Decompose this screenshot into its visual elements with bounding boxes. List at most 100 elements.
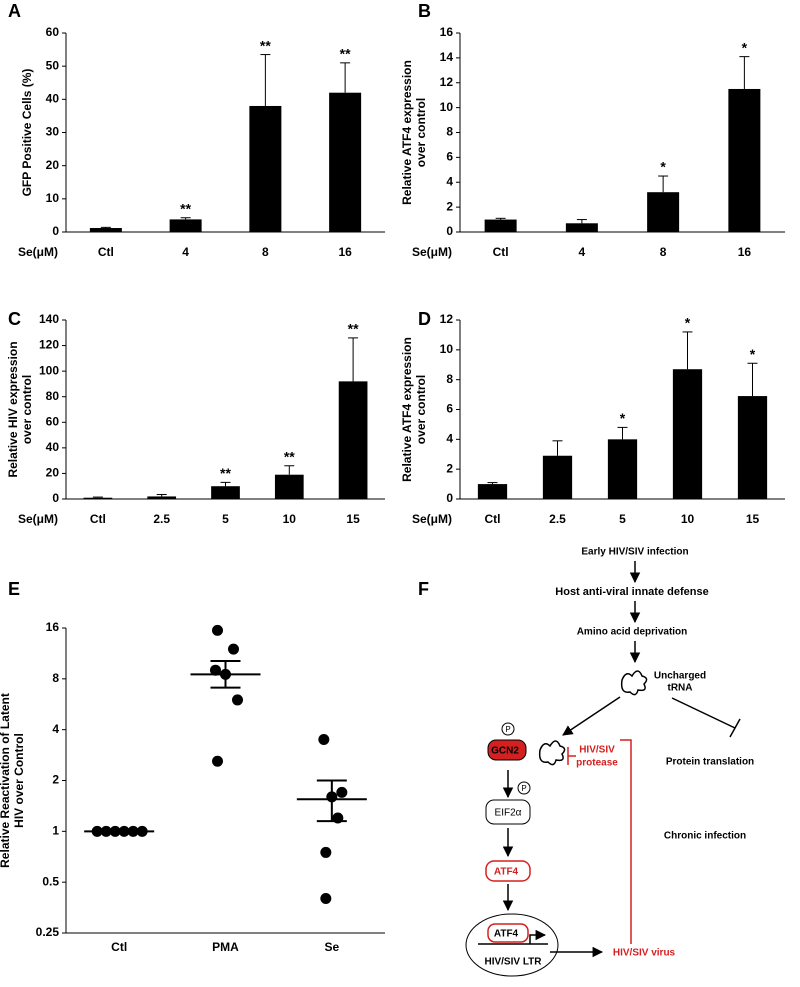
y-tick-label: 20	[46, 158, 60, 172]
atf4-shape	[485, 860, 531, 882]
y-tick-label: 8	[446, 372, 453, 386]
pathway-diagram: F Early HIV/SIV infection Host anti-vira…	[418, 547, 754, 977]
data-point	[320, 846, 332, 858]
data-point	[118, 825, 130, 837]
y-tick-label: 10	[46, 191, 60, 205]
y-axis-label: Relative Reactivation of Latent	[0, 693, 12, 868]
label-backdrop	[606, 944, 682, 960]
node-text: P	[505, 725, 510, 734]
y-tick-label: 16	[440, 25, 454, 39]
bar	[672, 369, 703, 499]
x-tick-label: Ctl	[485, 512, 501, 526]
phospho-circle	[517, 781, 531, 795]
data-point	[212, 755, 223, 767]
y-tick-label: 16	[46, 620, 60, 634]
y-tick-label: 14	[440, 50, 454, 64]
x-tick-label: 2.5	[153, 512, 170, 526]
data-point	[109, 825, 121, 837]
panel-label: E	[8, 579, 20, 599]
bar	[211, 486, 240, 499]
bar	[329, 92, 362, 232]
y-tick-label: 4	[446, 174, 453, 188]
y-tick-label: 0	[446, 224, 453, 238]
y-axis-label: HIV over Control	[12, 733, 26, 828]
x-tick-label: 15	[746, 512, 760, 526]
panel-label: B	[418, 1, 431, 21]
panel-label: F	[418, 579, 429, 599]
inhibit-line	[671, 697, 736, 729]
data-point	[210, 664, 221, 676]
x-tick-label: 2.5	[549, 512, 566, 526]
y-tick-label: 30	[46, 125, 60, 139]
x-tick-label: 4	[182, 245, 189, 259]
significance-label: *	[750, 346, 756, 362]
bar	[647, 192, 680, 232]
y-tick-label: 8	[446, 125, 453, 139]
x-tick-label: 15	[346, 512, 360, 526]
node-text: ATF4	[494, 867, 519, 878]
y-tick-label: 4	[446, 432, 453, 446]
bar	[477, 484, 508, 499]
y-tick-label: 60	[46, 25, 60, 39]
significance-label: *	[660, 159, 666, 175]
x-axis-label: Se(μM)	[412, 512, 452, 526]
data-point	[228, 643, 239, 655]
y-tick-label: 6	[446, 150, 453, 164]
bar	[338, 381, 368, 499]
y-tick-label: 6	[446, 402, 453, 416]
x-tick-label: Ctl	[493, 245, 509, 259]
node-text: Amino acid deprivation	[577, 627, 688, 638]
node-text: Protein translation	[666, 757, 754, 768]
bar	[169, 219, 202, 232]
x-tick-label: 16	[738, 245, 752, 259]
promoter-arrow	[529, 929, 547, 944]
x-tick-label: Ctl	[111, 940, 127, 954]
eif2a-shape	[485, 799, 531, 825]
y-tick-label: 10	[440, 100, 454, 114]
y-tick-label: 50	[46, 58, 60, 72]
x-axis-label: Se(μM)	[412, 245, 452, 259]
node-text: HIV/SIV virus	[613, 948, 676, 959]
arrow	[562, 696, 621, 736]
gcn2-shape	[487, 739, 527, 761]
x-tick-label: 8	[262, 245, 269, 259]
data-point	[91, 825, 103, 837]
significance-label: **	[260, 37, 271, 53]
trna-icon	[620, 670, 648, 696]
trna-icon	[538, 740, 566, 766]
x-tick-label: 16	[338, 245, 352, 259]
y-tick-label: 140	[39, 312, 59, 326]
y-axis-label: Relative HIV expression	[6, 341, 20, 477]
y-tick-label: 20	[46, 466, 60, 480]
significance-label: *	[685, 315, 691, 331]
bar	[249, 105, 282, 232]
x-tick-label: 8	[660, 245, 667, 259]
data-point	[127, 825, 139, 837]
atf4-shape	[487, 923, 529, 943]
bar	[565, 223, 598, 232]
y-tick-label: 0	[52, 224, 59, 238]
y-axis-label: over control	[414, 98, 428, 167]
bar	[737, 396, 768, 499]
y-tick-label: 1	[52, 824, 59, 838]
x-tick-label: Ctl	[90, 512, 106, 526]
y-tick-label: 2	[52, 773, 59, 787]
node-text: Early HIV/SIV infection	[581, 547, 688, 558]
y-tick-label: 2	[446, 199, 453, 213]
significance-label: **	[180, 200, 191, 216]
x-tick-label: 5	[619, 512, 626, 526]
data-point	[320, 893, 332, 905]
x-tick-label: 10	[283, 512, 297, 526]
y-tick-label: 2	[446, 461, 453, 475]
node-text: HIV/SIV LTR	[484, 957, 542, 968]
bar	[274, 474, 304, 499]
node-text: tRNA	[668, 683, 693, 694]
data-point	[332, 812, 344, 824]
node-text: Host anti-viral innate defense	[555, 586, 708, 598]
y-axis-label: over control	[414, 375, 428, 444]
significance-label: *	[742, 39, 748, 55]
y-axis-label: Relative ATF4 expression	[400, 337, 414, 482]
node-text: EIF2α	[495, 808, 522, 819]
